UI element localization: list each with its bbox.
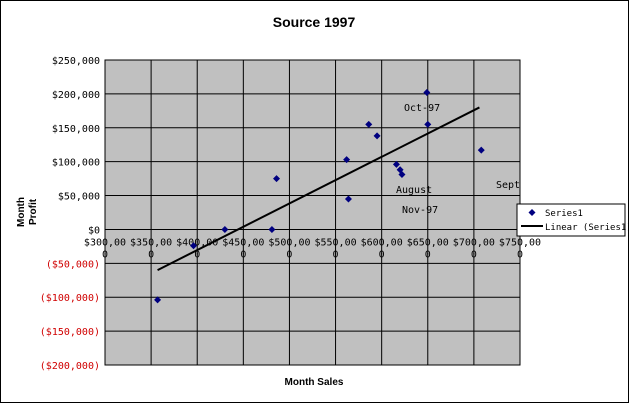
x-tick-label-line-2: 0 bbox=[240, 249, 246, 260]
y-axis-title-line-1: Month bbox=[16, 197, 27, 227]
x-tick-label-line-2: 0 bbox=[471, 249, 477, 260]
x-tick-label-line-2: 0 bbox=[425, 249, 431, 260]
y-tick-label: ($100,000) bbox=[40, 293, 100, 304]
legend: Series1 Linear (Series1) bbox=[516, 203, 629, 237]
series1-point bbox=[423, 89, 431, 97]
x-tick-label-line-1: $600,00 bbox=[361, 237, 403, 248]
series1-point bbox=[273, 175, 281, 183]
legend-box bbox=[516, 203, 626, 237]
y-tick-label: ($200,000) bbox=[40, 361, 100, 372]
y-tick-label: $50,000 bbox=[58, 192, 100, 203]
annotation-oct-97: Oct-97 bbox=[404, 103, 440, 114]
y-tick-label: $200,000 bbox=[52, 90, 100, 101]
x-tick-label-line-2: 0 bbox=[102, 249, 108, 260]
x-tick-label-line-1: $300,00 bbox=[84, 237, 126, 248]
x-tick-label-line-2: 0 bbox=[148, 249, 154, 260]
x-tick-label: $600,000 bbox=[361, 237, 403, 260]
x-tick-label: $750,000 bbox=[499, 237, 541, 260]
x-tick-label-line-1: $700,00 bbox=[453, 237, 495, 248]
y-tick-label: $250,000 bbox=[52, 56, 100, 67]
x-tick-label-line-1: $400,00 bbox=[176, 237, 218, 248]
series1-point bbox=[343, 156, 351, 164]
annotation-nov-97: Nov-97 bbox=[402, 205, 438, 216]
y-axis-title-line-2: Profit bbox=[28, 198, 39, 225]
x-tick-label-line-1: $450,00 bbox=[222, 237, 264, 248]
linear-trendline bbox=[157, 106, 480, 272]
x-tick-label: $700,000 bbox=[453, 237, 495, 260]
series1-point bbox=[154, 296, 162, 304]
series1-point bbox=[221, 225, 229, 233]
series1-point bbox=[365, 120, 373, 128]
y-tick-label: ($50,000) bbox=[46, 259, 100, 270]
x-tick-label: $350,000 bbox=[130, 237, 172, 260]
y-tick-label: $100,000 bbox=[52, 158, 100, 169]
y-axis-title: Month Profit bbox=[16, 197, 39, 227]
x-axis-title: Month Sales bbox=[285, 377, 344, 388]
legend-series1-marker bbox=[528, 209, 536, 216]
chart-title: Source 1997 bbox=[273, 14, 356, 30]
annotation-august: August bbox=[396, 185, 432, 196]
series1-point bbox=[398, 171, 406, 179]
x-tick-label: $550,000 bbox=[314, 237, 356, 260]
x-tick-label-line-1: $650,00 bbox=[407, 237, 449, 248]
x-tick-label-line-1: $500,00 bbox=[268, 237, 310, 248]
x-tick-label-line-1: $750,00 bbox=[499, 237, 541, 248]
plot-area bbox=[105, 60, 520, 365]
series1-point bbox=[392, 160, 400, 168]
y-axis-tick-labels: $250,000 $200,000 $150,000 $100,000 $50,000 $… bbox=[40, 56, 100, 372]
x-tick-label-line-2: 0 bbox=[194, 249, 200, 260]
x-tick-label: $450,000 bbox=[222, 237, 264, 260]
series1-point bbox=[477, 146, 485, 154]
series1-point bbox=[373, 132, 381, 140]
y-tick-label: ($150,000) bbox=[40, 327, 100, 338]
y-tick-label: $0 bbox=[88, 225, 100, 236]
series1-point bbox=[190, 242, 198, 250]
x-tick-label: $300,000 bbox=[84, 237, 126, 260]
series1-point bbox=[344, 195, 352, 203]
annotation-sept: Sept bbox=[496, 180, 520, 191]
series1-points bbox=[154, 89, 485, 304]
series1-point bbox=[424, 120, 432, 128]
legend-series1-label: Series1 bbox=[545, 209, 583, 219]
x-tick-label: $650,000 bbox=[407, 237, 449, 260]
x-tick-label: $500,000 bbox=[268, 237, 310, 260]
series1-point bbox=[268, 225, 276, 233]
x-tick-label-line-2: 0 bbox=[286, 249, 292, 260]
x-tick-label-line-2: 0 bbox=[379, 249, 385, 260]
y-tick-label: $150,000 bbox=[52, 124, 100, 135]
x-tick-label-line-1: $350,00 bbox=[130, 237, 172, 248]
x-axis-tick-labels: $300,000$350,000$400,000$450,000$500,000… bbox=[84, 237, 541, 260]
x-tick-label-line-2: 0 bbox=[517, 249, 523, 260]
x-tick-label: $400,000 bbox=[176, 237, 218, 260]
x-tick-label-line-2: 0 bbox=[333, 249, 339, 260]
x-tick-label-line-1: $550,00 bbox=[314, 237, 356, 248]
legend-trendline-label: Linear (Series1) bbox=[545, 223, 629, 233]
